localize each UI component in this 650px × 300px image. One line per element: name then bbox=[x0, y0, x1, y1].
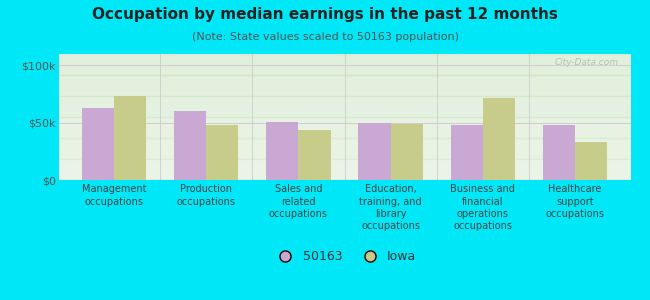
Bar bbox=[58, 117, 630, 138]
Bar bbox=[358, 123, 391, 180]
Bar bbox=[114, 96, 146, 180]
Bar bbox=[298, 130, 331, 180]
Bar bbox=[58, 138, 630, 159]
Bar bbox=[81, 108, 114, 180]
Bar bbox=[575, 142, 608, 180]
Bar bbox=[266, 122, 298, 180]
Bar bbox=[206, 125, 239, 180]
Bar bbox=[543, 125, 575, 180]
Text: Occupation by median earnings in the past 12 months: Occupation by median earnings in the pas… bbox=[92, 8, 558, 22]
Text: City-Data.com: City-Data.com bbox=[555, 58, 619, 67]
Bar bbox=[483, 98, 515, 180]
Text: (Note: State values scaled to 50163 population): (Note: State values scaled to 50163 popu… bbox=[192, 32, 458, 41]
Bar bbox=[58, 96, 630, 117]
Bar bbox=[391, 124, 423, 180]
Bar bbox=[58, 159, 630, 180]
Bar bbox=[174, 111, 206, 180]
Bar bbox=[450, 125, 483, 180]
Bar bbox=[58, 75, 630, 96]
Bar bbox=[58, 54, 630, 75]
Legend: 50163, Iowa: 50163, Iowa bbox=[268, 245, 421, 268]
